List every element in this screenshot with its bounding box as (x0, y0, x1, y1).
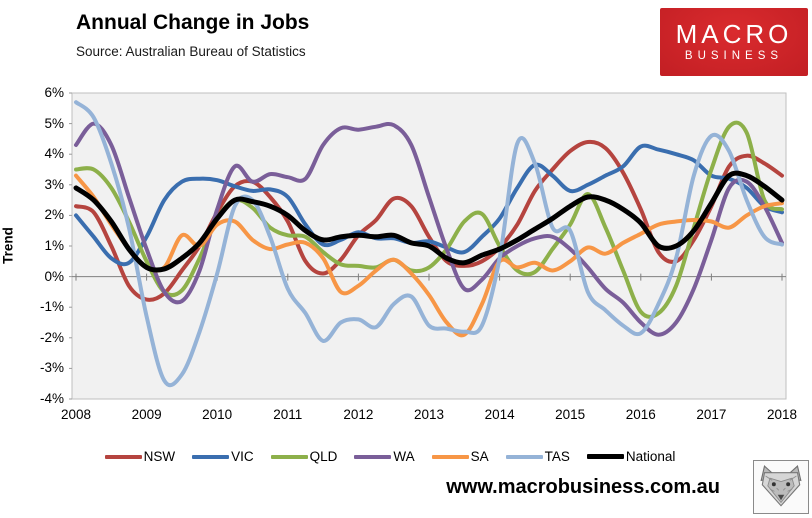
logo-text-macro: MACRO (675, 19, 793, 50)
series-line-wa (74, 121, 784, 337)
legend-label-nsw: NSW (143, 449, 176, 464)
macrobusiness-logo: MACRO BUSINESS (660, 8, 808, 76)
x-tick-label: 2011 (273, 407, 303, 422)
x-tick-label: 2012 (343, 407, 374, 422)
x-tick-label: 2013 (413, 407, 445, 422)
legend-item-wa: WA (354, 449, 415, 464)
legend-item-nsw: NSW (104, 449, 176, 464)
chart-legend: NSW VIC QLD WA SA TAS National (0, 449, 780, 464)
legend-item-vic: VIC (192, 449, 254, 464)
legend-swatch-vic (192, 454, 230, 459)
legend-item-national: National (586, 449, 676, 464)
series-line-nsw (74, 139, 784, 302)
chart-source-subtitle: Source: Australian Bureau of Statistics (76, 44, 306, 59)
y-tick-label: 5% (44, 115, 64, 131)
legend-label-national: National (625, 449, 676, 464)
legend-item-sa: SA (431, 449, 489, 464)
x-tick-label: 2014 (484, 407, 515, 422)
logo-text-business: BUSINESS (684, 50, 784, 63)
y-tick-label: 1% (44, 238, 64, 253)
y-tick-label: 6% (44, 85, 64, 100)
series-line-tas (74, 100, 784, 388)
legend-label-wa: WA (393, 449, 415, 464)
series-line-national (73, 170, 785, 273)
y-tick-label: 3% (44, 176, 64, 192)
legend-swatch-qld (270, 454, 308, 459)
legend-label-tas: TAS (544, 449, 570, 464)
legend-label-sa: SA (470, 449, 489, 464)
y-tick-label: 0% (44, 268, 64, 284)
fox-head-drawing (760, 465, 802, 507)
fox-sketch-icon (753, 460, 809, 514)
legend-item-qld: QLD (270, 449, 338, 464)
x-tick-label: 2018 (766, 407, 798, 422)
footer-website-url: www.macrobusiness.com.au (446, 476, 720, 498)
y-tick-label: 2% (44, 207, 64, 223)
x-tick-label: 2017 (696, 407, 727, 422)
legend-label-qld: QLD (309, 449, 338, 464)
x-tick-label: 2009 (131, 407, 162, 422)
legend-swatch-tas (505, 454, 543, 459)
legend-swatch-national (586, 454, 624, 459)
series-line-qld (74, 120, 784, 319)
page-title: Annual Change in Jobs (76, 11, 310, 34)
x-tick-label: 2008 (60, 407, 92, 422)
y-tick-label: -4% (39, 391, 64, 406)
y-tick-label: -2% (39, 329, 64, 345)
series-line-vic (74, 143, 784, 267)
x-tick-label: 2016 (625, 407, 656, 422)
legend-label-vic: VIC (231, 449, 254, 464)
legend-item-tas: TAS (505, 449, 570, 464)
series-line-sa (74, 173, 784, 338)
legend-swatch-sa (431, 454, 469, 459)
y-tick-label: -3% (39, 360, 64, 376)
y-tick-label: 4% (44, 146, 64, 162)
y-tick-label: -1% (39, 299, 64, 315)
legend-swatch-nsw (104, 454, 142, 459)
x-tick-label: 2015 (555, 407, 586, 422)
legend-swatch-wa (354, 454, 392, 459)
x-tick-label: 2010 (202, 407, 233, 422)
